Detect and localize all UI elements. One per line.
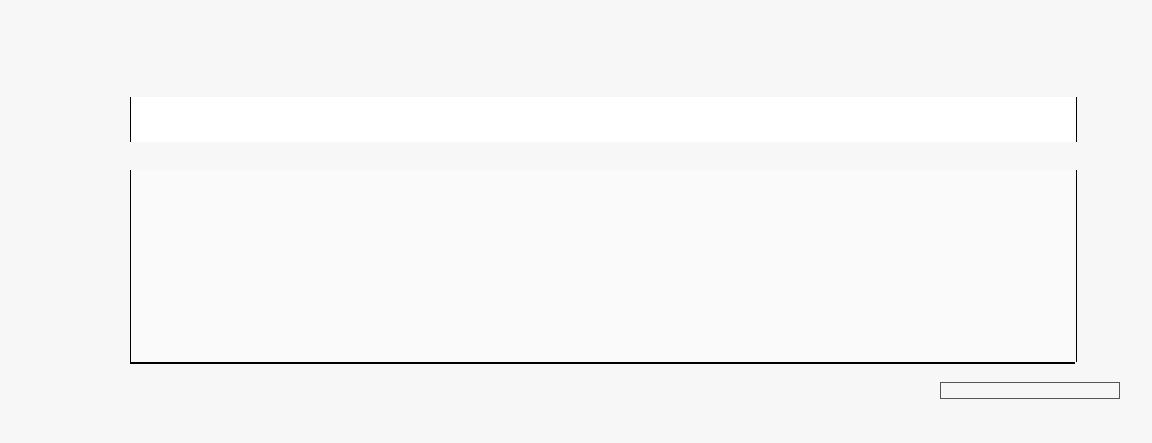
- legend-swatch-shower: [282, 388, 316, 401]
- weather-icon-row: [130, 97, 1077, 142]
- meteogram-plot: [130, 170, 1077, 362]
- legend: [130, 382, 1140, 425]
- wind-barb-row: [130, 142, 1075, 170]
- x-tick-labels: [130, 363, 1075, 381]
- cloud-density-scale: [940, 382, 1120, 399]
- legend-swatch-rain: [130, 388, 164, 401]
- cloudheight-axis: [1118, 170, 1144, 362]
- cloud-density-scale-ticks: [936, 399, 1126, 415]
- precipitation-axis: [60, 170, 86, 362]
- day-header-row: [130, 52, 1075, 94]
- temperature-axis: [2, 170, 28, 362]
- x-axis-line: [130, 362, 1075, 364]
